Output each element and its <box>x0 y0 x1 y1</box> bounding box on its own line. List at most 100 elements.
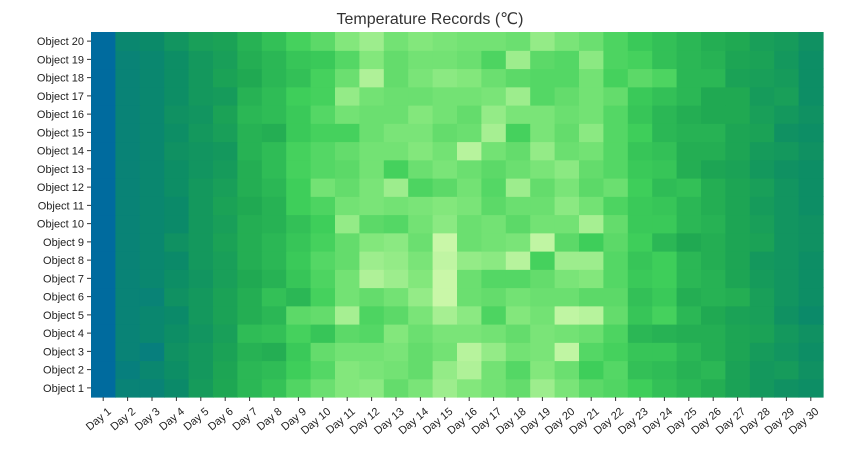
heatmap-cell <box>774 251 800 270</box>
heatmap-cell <box>213 324 238 343</box>
heatmap-cell <box>261 378 287 398</box>
heatmap-cell <box>310 86 336 106</box>
heatmap-cell <box>554 324 580 343</box>
heatmap-cell <box>530 342 556 362</box>
heatmap-cell <box>359 251 385 270</box>
heatmap-cell <box>505 269 531 289</box>
heatmap-cell <box>603 324 629 343</box>
heatmap-cell <box>725 105 751 124</box>
heatmap-cell <box>603 287 629 307</box>
heatmap-cell <box>310 214 336 234</box>
heatmap-cell <box>481 105 507 124</box>
heatmap-cell <box>286 50 312 70</box>
heatmap-cell <box>603 68 629 88</box>
heatmap-cell <box>579 214 604 234</box>
heatmap-cell <box>335 32 360 51</box>
heatmap-cell <box>286 232 312 252</box>
heatmap-cell <box>676 105 702 124</box>
heatmap-cell <box>213 251 238 270</box>
heatmap-cell <box>237 105 263 124</box>
heatmap-cell <box>749 269 775 289</box>
heatmap-cell <box>749 32 775 51</box>
heatmap-cell <box>286 324 312 343</box>
heatmap-cell <box>603 196 629 216</box>
heatmap-cell <box>310 32 336 51</box>
heatmap-cell <box>701 86 726 106</box>
heatmap-cell <box>457 324 482 343</box>
heatmap-cell <box>554 287 580 307</box>
heatmap-cell <box>91 342 116 362</box>
heatmap-cell <box>701 32 726 51</box>
heatmap-cell <box>774 214 800 234</box>
heatmap-cell <box>579 305 604 325</box>
heatmap-cell <box>432 32 458 51</box>
heatmap-cell <box>676 123 702 143</box>
heatmap-cell <box>798 378 824 398</box>
heatmap-cell <box>457 159 482 179</box>
heatmap-cells <box>91 32 824 398</box>
heatmap-cell <box>310 251 336 270</box>
heatmap-cell <box>91 32 116 51</box>
heatmap-cell <box>213 196 238 216</box>
heatmap-cell <box>310 141 336 161</box>
heatmap-cell <box>774 32 800 51</box>
heatmap-cell <box>749 123 775 143</box>
heatmap-cell <box>481 324 507 343</box>
heatmap-cell <box>652 196 678 216</box>
heatmap-cell <box>725 305 751 325</box>
heatmap-cell <box>432 232 458 252</box>
heatmap-cell <box>139 360 165 380</box>
heatmap-cell <box>115 86 141 106</box>
heatmap-cell <box>749 196 775 216</box>
y-tick-label: Object 2 <box>43 365 84 377</box>
heatmap-cell <box>383 287 409 307</box>
heatmap-cell <box>554 342 580 362</box>
heatmap-cell <box>579 360 604 380</box>
heatmap-cell <box>676 342 702 362</box>
heatmap-cell <box>554 214 580 234</box>
heatmap-cell <box>627 214 653 234</box>
heatmap-cell <box>701 232 726 252</box>
heatmap-cell <box>798 251 824 270</box>
heatmap-cell <box>725 287 751 307</box>
heatmap-cell <box>188 305 214 325</box>
heatmap-cell <box>530 50 556 70</box>
heatmap-cell <box>237 360 263 380</box>
heatmap-cell <box>408 50 434 70</box>
heatmap-cell <box>627 287 653 307</box>
heatmap-cell <box>457 378 482 398</box>
x-tick-label: Day 1 <box>84 406 114 434</box>
y-tick-label: Object 3 <box>43 346 84 358</box>
heatmap-cell <box>408 305 434 325</box>
heatmap-cell <box>188 159 214 179</box>
heatmap-cell <box>139 378 165 398</box>
heatmap-cell <box>603 360 629 380</box>
heatmap-cell <box>359 159 385 179</box>
heatmap-cell <box>359 324 385 343</box>
y-tick-label: Object 1 <box>43 383 84 395</box>
heatmap-cell <box>652 105 678 124</box>
heatmap-cell <box>261 159 287 179</box>
heatmap-cell <box>530 251 556 270</box>
heatmap-cell <box>335 378 360 398</box>
heatmap-cell <box>432 305 458 325</box>
heatmap-cell <box>237 68 263 88</box>
heatmap-cell <box>457 214 482 234</box>
heatmap-cell <box>774 159 800 179</box>
heatmap-cell <box>432 269 458 289</box>
heatmap-cell <box>213 342 238 362</box>
heatmap-cell <box>164 269 190 289</box>
heatmap-cell <box>579 50 604 70</box>
heatmap-cell <box>749 178 775 197</box>
heatmap-cell <box>91 68 116 88</box>
heatmap-cell <box>652 287 678 307</box>
heatmap-cell <box>383 68 409 88</box>
heatmap-cell <box>579 324 604 343</box>
heatmap-cell <box>579 68 604 88</box>
heatmap-cell <box>603 178 629 197</box>
heatmap-cell <box>701 360 726 380</box>
heatmap-cell <box>701 196 726 216</box>
heatmap-cell <box>213 141 238 161</box>
heatmap-cell <box>359 178 385 197</box>
heatmap-cell <box>91 123 116 143</box>
